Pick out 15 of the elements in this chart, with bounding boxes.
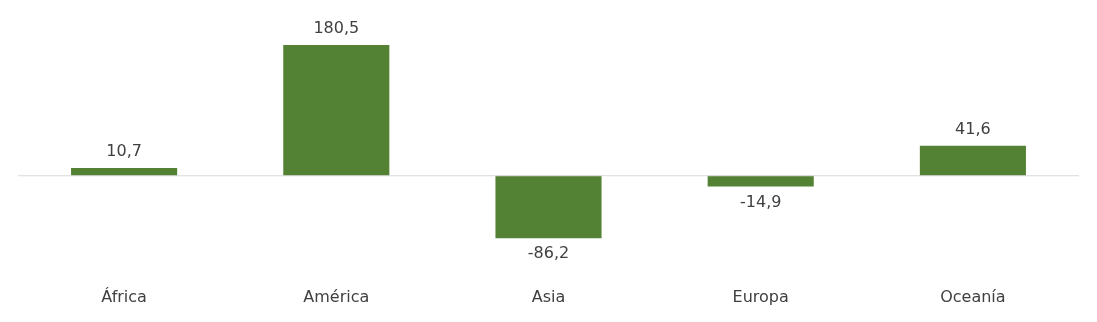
bar [71,168,178,176]
x-tick-label: Oceanía [940,286,1006,306]
x-tick-label: América [303,286,370,306]
data-label: -86,2 [527,243,570,263]
bar [707,175,814,187]
x-tick-label: Asia [531,286,566,306]
x-tick-label: África [101,286,147,306]
data-label: -14,9 [740,191,782,211]
data-label: 10,7 [106,141,142,161]
data-label: 180,5 [313,18,360,38]
bar [919,145,1026,176]
bar [495,175,602,239]
data-label: 41,6 [955,118,991,138]
x-tick-label: Europa [732,286,789,306]
bar [283,45,390,176]
